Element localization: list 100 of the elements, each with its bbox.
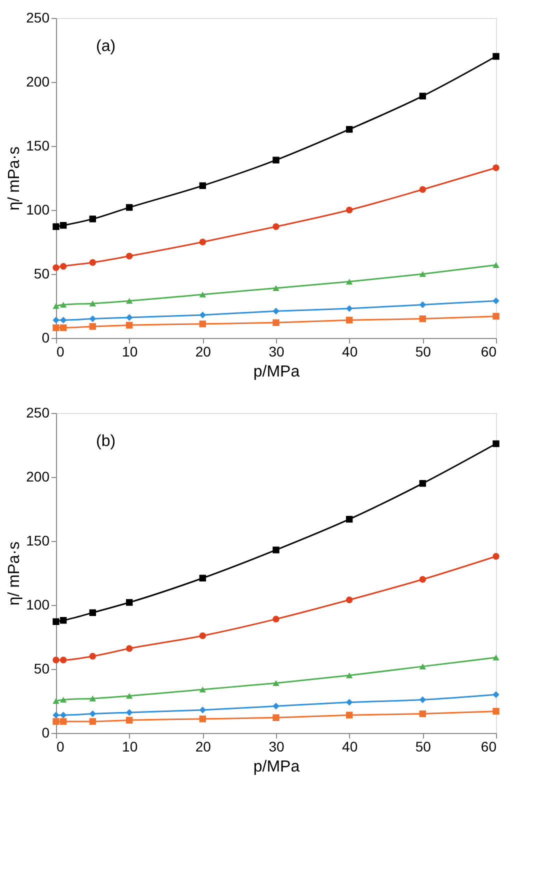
point bbox=[346, 712, 353, 718]
point bbox=[89, 652, 96, 660]
point bbox=[272, 223, 280, 230]
point bbox=[60, 617, 67, 624]
point bbox=[492, 553, 500, 560]
point bbox=[52, 712, 60, 718]
point bbox=[492, 164, 500, 172]
point bbox=[60, 302, 67, 308]
point bbox=[126, 252, 133, 260]
y-axis-title: η/ mPa·s bbox=[6, 541, 24, 606]
point bbox=[272, 616, 280, 622]
point bbox=[89, 300, 96, 306]
x-tick-label: 0 bbox=[56, 344, 64, 360]
y-tick-label: 0 bbox=[42, 330, 50, 346]
x-tick-label: 30 bbox=[268, 344, 284, 360]
point bbox=[126, 645, 133, 652]
point bbox=[126, 709, 133, 716]
point bbox=[272, 156, 280, 164]
point bbox=[89, 216, 96, 222]
y-tick-label: 150 bbox=[26, 532, 50, 548]
point bbox=[492, 708, 500, 715]
x-axis-title: p/MPa bbox=[253, 364, 300, 380]
y-tick-label: 150 bbox=[26, 138, 50, 154]
point bbox=[126, 692, 133, 699]
y-tick-label: 250 bbox=[26, 10, 50, 26]
point bbox=[126, 298, 133, 304]
point bbox=[60, 656, 67, 664]
point bbox=[199, 574, 206, 582]
point bbox=[89, 718, 96, 725]
point bbox=[60, 324, 67, 332]
point bbox=[492, 262, 500, 268]
y-tick-label: 200 bbox=[26, 74, 50, 90]
point bbox=[52, 324, 60, 332]
point bbox=[346, 698, 353, 706]
point bbox=[199, 686, 206, 692]
point bbox=[52, 698, 60, 704]
x-tick-label: 60 bbox=[480, 344, 497, 360]
point bbox=[199, 320, 206, 328]
y-tick-label: 100 bbox=[26, 202, 50, 218]
y-tick-label: 50 bbox=[34, 266, 50, 282]
point bbox=[52, 656, 60, 664]
point bbox=[492, 691, 500, 698]
point bbox=[60, 262, 67, 270]
point bbox=[492, 53, 500, 60]
point bbox=[346, 516, 353, 523]
y-axis-title: η/ mPa·s bbox=[6, 146, 24, 211]
y-tick-label: 50 bbox=[34, 660, 50, 676]
point bbox=[126, 322, 133, 329]
point bbox=[52, 316, 60, 324]
point bbox=[346, 206, 353, 214]
point bbox=[419, 664, 426, 670]
point bbox=[346, 278, 353, 285]
y-tick-label: 100 bbox=[26, 596, 50, 612]
point bbox=[199, 238, 206, 246]
point bbox=[272, 308, 280, 314]
point bbox=[89, 323, 96, 330]
x-tick-label: 40 bbox=[342, 344, 358, 360]
point bbox=[492, 654, 500, 660]
y-tick-label: 0 bbox=[42, 724, 50, 740]
x-tick-label: 20 bbox=[195, 738, 212, 754]
point bbox=[126, 716, 133, 724]
point bbox=[89, 259, 96, 266]
point bbox=[199, 632, 206, 640]
point bbox=[492, 298, 500, 304]
point bbox=[52, 223, 60, 230]
point bbox=[346, 316, 353, 324]
x-tick-label: 20 bbox=[195, 344, 212, 360]
y-tick-label: 250 bbox=[26, 404, 50, 420]
x-tick-label: 30 bbox=[268, 738, 284, 754]
point bbox=[492, 312, 500, 320]
y-tick-label: 200 bbox=[26, 468, 50, 484]
point bbox=[89, 609, 96, 616]
point bbox=[272, 714, 280, 721]
point bbox=[199, 292, 206, 298]
point bbox=[199, 706, 206, 714]
annotation: (b) bbox=[96, 433, 116, 450]
point bbox=[419, 92, 426, 100]
x-tick-label: 60 bbox=[480, 738, 497, 754]
x-tick-label: 50 bbox=[415, 344, 432, 360]
x-axis-title: p/MPa bbox=[253, 758, 300, 776]
x-tick-label: 10 bbox=[122, 344, 138, 360]
point bbox=[492, 440, 500, 448]
point bbox=[272, 285, 280, 291]
x-tick-label: 50 bbox=[415, 738, 432, 754]
point bbox=[126, 314, 133, 321]
point bbox=[346, 126, 353, 133]
point bbox=[419, 315, 426, 322]
x-tick-label: 0 bbox=[56, 738, 64, 754]
point bbox=[419, 271, 426, 277]
point bbox=[346, 305, 353, 312]
point bbox=[60, 316, 67, 324]
point bbox=[199, 312, 206, 318]
point bbox=[60, 696, 67, 703]
point bbox=[419, 576, 426, 583]
point bbox=[272, 680, 280, 686]
point bbox=[199, 716, 206, 722]
point bbox=[419, 710, 426, 718]
point bbox=[272, 319, 280, 326]
annotation: (a) bbox=[96, 38, 116, 55]
point bbox=[89, 315, 96, 322]
